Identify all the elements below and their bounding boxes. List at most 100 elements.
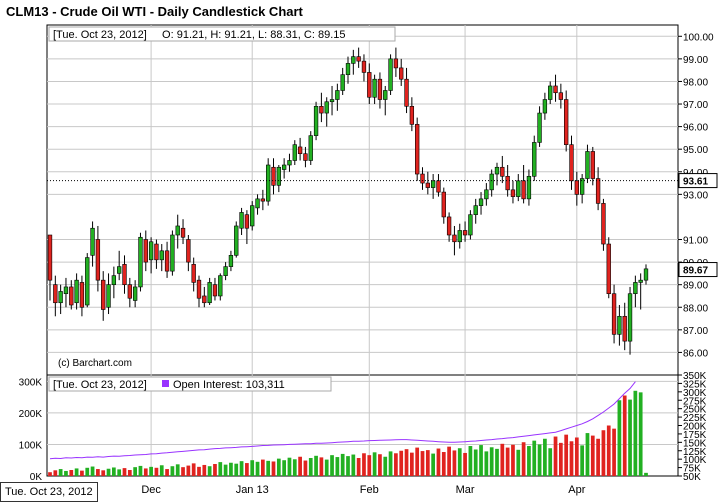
candle-body xyxy=(420,173,425,184)
volume-tick-label: 300K xyxy=(19,377,43,388)
candle-body xyxy=(287,160,292,166)
copyright-text: (c) Barchart.com xyxy=(58,358,132,369)
volume-bar xyxy=(186,465,191,476)
volume-bar xyxy=(96,469,100,476)
candle-body xyxy=(297,146,303,155)
price-tick-label: 99.00 xyxy=(683,55,708,66)
candle-body xyxy=(90,227,95,256)
oi-tick-label: 150K xyxy=(683,438,707,449)
candle-body xyxy=(47,234,53,281)
volume-bar xyxy=(85,467,90,476)
open-interest-line xyxy=(49,381,636,460)
candle-body xyxy=(207,282,212,304)
candle-body xyxy=(590,151,595,179)
candle-body xyxy=(255,198,260,209)
candle-body xyxy=(622,315,627,342)
price-marker-box xyxy=(678,173,718,189)
volume-bar xyxy=(207,466,212,476)
candle-body xyxy=(276,166,281,186)
candle-body xyxy=(138,236,143,288)
candle-body xyxy=(627,293,633,342)
ohlc-legend: [Tue. Oct 23, 2012] O: 91.21, H: 91.21, … xyxy=(53,29,346,41)
oi-tick-label: 275K xyxy=(683,396,707,407)
candle-body xyxy=(415,124,420,175)
candle-body xyxy=(234,225,239,256)
volume-tick-label: 100K xyxy=(19,440,43,451)
volume-bar xyxy=(367,455,372,476)
volume-bar xyxy=(436,448,441,476)
oi-tick-label: 225K xyxy=(683,413,707,424)
volume-bar xyxy=(319,457,324,476)
volume-bar xyxy=(340,453,345,476)
candle-body xyxy=(516,180,521,197)
volume-bar xyxy=(521,442,526,476)
candle-body xyxy=(564,99,569,145)
volume-bar xyxy=(463,452,467,476)
candle-body xyxy=(436,180,441,193)
candle-body xyxy=(601,203,606,245)
volume-bar xyxy=(250,460,255,476)
volume-bar xyxy=(452,450,457,476)
oi-tick-label: 350K xyxy=(683,371,707,382)
candle-body xyxy=(95,239,101,281)
candle-body xyxy=(468,214,473,236)
oi-tick-label: 250K xyxy=(683,405,707,416)
volume-bar xyxy=(154,467,159,476)
candle-body xyxy=(191,264,196,283)
open-interest-y-axis: 50K75K100K125K150K175K200K225K250K275K30… xyxy=(678,371,707,483)
price-marker-box xyxy=(678,262,718,278)
candle-body xyxy=(510,189,516,197)
candle-body xyxy=(532,142,537,177)
volume-bar xyxy=(372,452,377,476)
price-tick-label: 98.00 xyxy=(683,77,708,88)
candle-body xyxy=(606,243,611,295)
candle-body xyxy=(633,282,638,295)
chart-title: CLM13 - Crude Oil WTI - Daily Candlestic… xyxy=(6,4,303,19)
volume-bar xyxy=(585,433,590,476)
candle-body xyxy=(266,164,271,202)
candle-body xyxy=(292,144,297,161)
volume-bar xyxy=(218,462,223,476)
price-tick-label: 91.00 xyxy=(683,236,708,247)
volume-bar xyxy=(558,442,563,476)
oi-tick-label: 50K xyxy=(683,472,701,483)
candle-body xyxy=(473,205,478,215)
price-tick-label: 86.00 xyxy=(683,348,708,359)
volume-bar xyxy=(516,449,521,476)
volume-bar xyxy=(117,469,122,476)
candle-body xyxy=(345,63,351,75)
volume-bar xyxy=(622,395,627,476)
volume-bar xyxy=(617,400,622,476)
volume-bar xyxy=(447,446,451,476)
candle-body xyxy=(244,214,250,229)
candle-body xyxy=(377,78,383,100)
volume-bar xyxy=(191,463,196,476)
candle-body xyxy=(58,291,63,304)
volume-bar xyxy=(282,460,287,476)
volume-bar xyxy=(64,470,68,476)
candle-body xyxy=(404,78,409,107)
candle-body xyxy=(164,250,170,272)
candle-body xyxy=(186,239,191,263)
volume-bar xyxy=(53,470,58,476)
price-tick-label: 93.00 xyxy=(683,190,708,201)
candle-body xyxy=(308,135,313,161)
candle-body xyxy=(319,105,324,114)
volume-bar xyxy=(596,438,600,476)
candle-body xyxy=(170,234,175,272)
volume-bar xyxy=(69,470,74,476)
volume-bar xyxy=(489,447,494,476)
price-tick-label: 100.00 xyxy=(683,32,714,43)
candle-body xyxy=(101,279,106,310)
volume-bar xyxy=(245,463,249,476)
candle-body xyxy=(159,250,164,261)
candle-body xyxy=(558,92,564,100)
candle-body xyxy=(111,275,117,285)
oi-tick-label: 175K xyxy=(683,430,707,441)
candle-body xyxy=(452,234,457,243)
volume-bar xyxy=(505,447,510,476)
candle-body xyxy=(409,105,415,125)
candle-body xyxy=(63,286,69,295)
